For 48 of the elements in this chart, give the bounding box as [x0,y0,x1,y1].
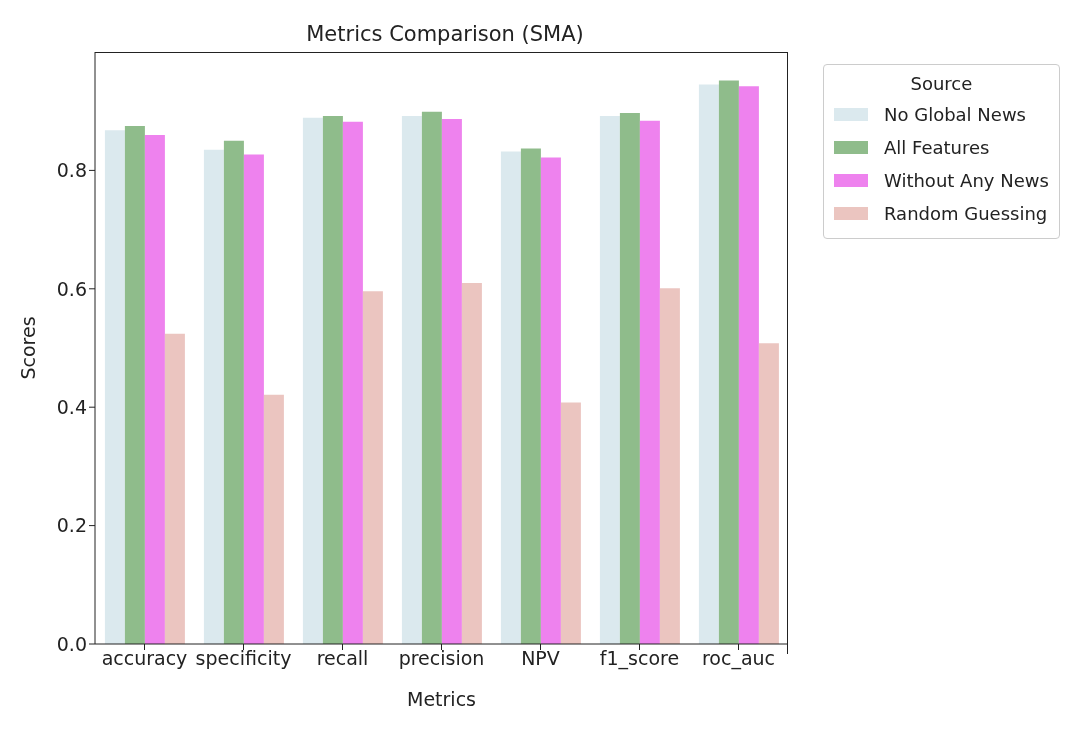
bar [223,140,244,644]
bar [639,120,660,644]
bar [243,154,264,644]
bar [659,288,680,644]
bar [461,282,482,644]
bar [540,157,561,644]
x-tick-label: NPV [521,647,560,670]
bar [124,126,145,644]
bar [421,111,442,644]
bar [718,80,739,644]
bar [263,394,284,644]
bar [203,149,224,644]
bar [401,115,422,644]
bar [362,291,383,644]
legend-label: Random Guessing [884,203,1048,224]
y-tick-label: 0.2 [56,514,87,537]
x-tick-label: accuracy [101,647,188,670]
bar [738,86,759,644]
legend-label: All Features [884,137,990,158]
x-tick-label: recall [316,647,369,670]
bar [698,84,719,644]
x-tick-label: roc_auc [701,647,776,671]
bar [758,343,779,644]
y-tick-label: 0.6 [56,277,87,300]
bar [302,117,323,644]
legend-label: Without Any News [884,170,1049,191]
bar [104,130,125,644]
x-axis-title: Metrics [407,688,476,710]
legend-label: No Global News [884,104,1026,125]
bar [322,115,343,644]
y-tick-label: 0.8 [56,159,87,182]
bar [164,333,185,644]
bar [599,115,620,644]
bar [619,112,640,644]
legend-title: Source [909,73,974,94]
y-tick-label: 0.4 [56,395,87,418]
bar [500,151,521,644]
y-tick-label: 0.0 [56,632,87,655]
chart-title: Metrics Comparison (SMA) [305,22,585,46]
x-tick-label: specificity [195,647,292,670]
bar [144,134,165,644]
bar [441,118,462,644]
x-tick-label: f1_score [599,647,680,671]
bar [520,148,541,644]
bar [342,121,363,644]
bar [560,402,581,644]
y-axis-title: Scores [16,316,39,380]
x-tick-label: precision [398,647,485,670]
